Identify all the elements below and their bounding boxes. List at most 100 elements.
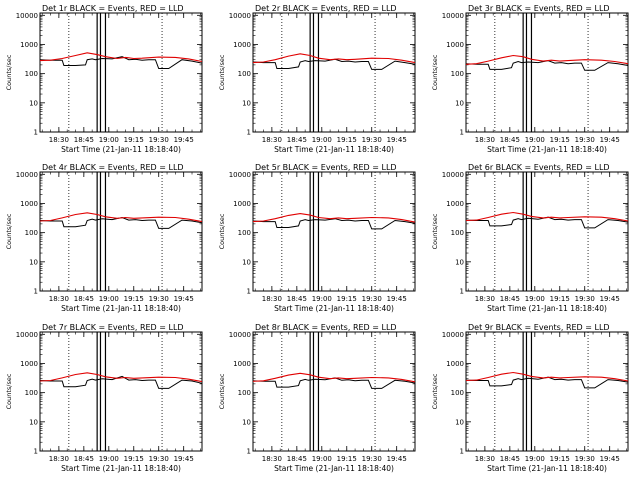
x-tick-label: 18:30 bbox=[49, 295, 69, 303]
x-tick-label: 18:45 bbox=[74, 455, 94, 463]
x-tick-label: 18:30 bbox=[475, 136, 495, 144]
y-axis-label: Counts/sec bbox=[218, 54, 226, 90]
panel-title: Det 5r BLACK = Events, RED = LLD bbox=[255, 163, 397, 172]
panel-title: Det 9r BLACK = Events, RED = LLD bbox=[468, 323, 610, 332]
y-tick-label: 1 bbox=[247, 448, 251, 456]
y-tick-label: 1000 bbox=[446, 200, 464, 208]
x-tick-label: 19:45 bbox=[174, 295, 194, 303]
y-tick-label: 1000 bbox=[20, 41, 38, 49]
detector-panel-7: Det 7r BLACK = Events, RED = LLD Counts/s… bbox=[5, 323, 203, 473]
plot-frame bbox=[252, 171, 416, 292]
y-tick-label: 1000 bbox=[20, 200, 38, 208]
panel-title: Det 8r BLACK = Events, RED = LLD bbox=[255, 323, 397, 332]
x-tick-label: 19:15 bbox=[337, 295, 357, 303]
x-tick-label: 19:15 bbox=[550, 295, 570, 303]
x-tick-label: 19:00 bbox=[312, 455, 332, 463]
x-tick-label: 19:00 bbox=[99, 136, 119, 144]
x-tick-label: 19:15 bbox=[550, 455, 570, 463]
y-tick-label: 10 bbox=[29, 258, 38, 266]
plot-frame bbox=[39, 12, 203, 133]
panel-title: Det 7r BLACK = Events, RED = LLD bbox=[42, 323, 184, 332]
y-tick-label: 1 bbox=[247, 129, 251, 137]
plot-frame bbox=[465, 331, 629, 452]
y-tick-label: 1 bbox=[460, 129, 464, 137]
x-tick-label: 19:30 bbox=[362, 455, 382, 463]
x-tick-label: 19:00 bbox=[312, 295, 332, 303]
x-tick-label: 18:45 bbox=[287, 136, 307, 144]
lld-series-line bbox=[465, 371, 629, 382]
y-tick-label: 10000 bbox=[442, 12, 464, 20]
y-tick-label: 100 bbox=[451, 229, 464, 237]
y-tick-label: 100 bbox=[238, 389, 251, 397]
x-tick-label: 18:30 bbox=[49, 136, 69, 144]
x-tick-label: 19:45 bbox=[174, 136, 194, 144]
x-tick-label: 19:30 bbox=[149, 295, 169, 303]
events-series-line bbox=[252, 58, 416, 70]
x-tick-label: 19:00 bbox=[99, 295, 119, 303]
events-series-line bbox=[252, 377, 416, 389]
x-axis-label: Start Time (21-Jan-11 18:18:40) bbox=[487, 145, 607, 154]
panel-title: Det 1r BLACK = Events, RED = LLD bbox=[42, 4, 184, 13]
y-axis-label: Counts/sec bbox=[5, 373, 13, 409]
x-tick-label: 18:30 bbox=[49, 455, 69, 463]
x-tick-label: 19:45 bbox=[600, 136, 620, 144]
x-tick-label: 18:30 bbox=[262, 295, 282, 303]
y-tick-label: 1000 bbox=[233, 360, 251, 368]
y-axis-label: Counts/sec bbox=[431, 213, 439, 249]
x-tick-label: 19:30 bbox=[149, 136, 169, 144]
events-series-line bbox=[39, 56, 203, 69]
events-series-line bbox=[39, 216, 203, 229]
detector-panel-1: Det 1r BLACK = Events, RED = LLD Counts/s… bbox=[5, 4, 203, 154]
x-tick-label: 19:30 bbox=[575, 455, 595, 463]
x-tick-label: 19:45 bbox=[387, 455, 407, 463]
y-tick-label: 10000 bbox=[229, 331, 251, 339]
x-tick-label: 19:45 bbox=[600, 295, 620, 303]
x-tick-label: 19:00 bbox=[525, 136, 545, 144]
plot-frame bbox=[465, 171, 629, 292]
detector-panel-8: Det 8r BLACK = Events, RED = LLD Counts/s… bbox=[218, 323, 416, 473]
lld-series-line bbox=[465, 54, 629, 65]
x-tick-label: 18:30 bbox=[475, 295, 495, 303]
lld-series-line bbox=[39, 52, 203, 63]
y-tick-label: 1 bbox=[460, 288, 464, 296]
y-tick-label: 10000 bbox=[442, 171, 464, 179]
x-tick-label: 19:45 bbox=[174, 455, 194, 463]
lld-series-line bbox=[39, 372, 203, 383]
y-tick-label: 100 bbox=[451, 70, 464, 78]
x-tick-label: 18:45 bbox=[500, 295, 520, 303]
y-tick-label: 1000 bbox=[446, 41, 464, 49]
x-axis-label: Start Time (21-Jan-11 18:18:40) bbox=[487, 304, 607, 313]
y-tick-label: 1 bbox=[34, 448, 38, 456]
y-tick-label: 10000 bbox=[16, 331, 38, 339]
panel-title: Det 4r BLACK = Events, RED = LLD bbox=[42, 163, 184, 172]
x-tick-label: 19:30 bbox=[149, 455, 169, 463]
x-axis-label: Start Time (21-Jan-11 18:18:40) bbox=[61, 304, 181, 313]
y-tick-label: 10 bbox=[242, 258, 251, 266]
lld-series-line bbox=[39, 212, 203, 223]
y-tick-label: 10 bbox=[29, 99, 38, 107]
plot-frame bbox=[252, 331, 416, 452]
events-series-line bbox=[252, 218, 416, 230]
y-tick-label: 10000 bbox=[229, 12, 251, 20]
events-series-line bbox=[465, 216, 629, 229]
x-tick-label: 19:15 bbox=[124, 455, 144, 463]
x-tick-label: 19:00 bbox=[525, 295, 545, 303]
x-tick-label: 19:30 bbox=[362, 295, 382, 303]
x-tick-label: 19:30 bbox=[362, 136, 382, 144]
y-tick-label: 1000 bbox=[233, 41, 251, 49]
events-series-line bbox=[465, 60, 629, 71]
y-tick-label: 10000 bbox=[16, 12, 38, 20]
y-axis-label: Counts/sec bbox=[5, 54, 13, 90]
y-tick-label: 100 bbox=[238, 70, 251, 78]
x-axis-label: Start Time (21-Jan-11 18:18:40) bbox=[274, 145, 394, 154]
detector-panel-4: Det 4r BLACK = Events, RED = LLD Counts/s… bbox=[5, 163, 203, 313]
x-tick-label: 19:15 bbox=[337, 455, 357, 463]
x-tick-label: 18:30 bbox=[475, 455, 495, 463]
detector-panel-3: Det 3r BLACK = Events, RED = LLD Counts/s… bbox=[431, 4, 629, 154]
x-tick-label: 19:30 bbox=[575, 136, 595, 144]
y-tick-label: 1 bbox=[34, 288, 38, 296]
y-tick-label: 10 bbox=[242, 418, 251, 426]
x-axis-label: Start Time (21-Jan-11 18:18:40) bbox=[61, 464, 181, 473]
y-tick-label: 10000 bbox=[442, 331, 464, 339]
